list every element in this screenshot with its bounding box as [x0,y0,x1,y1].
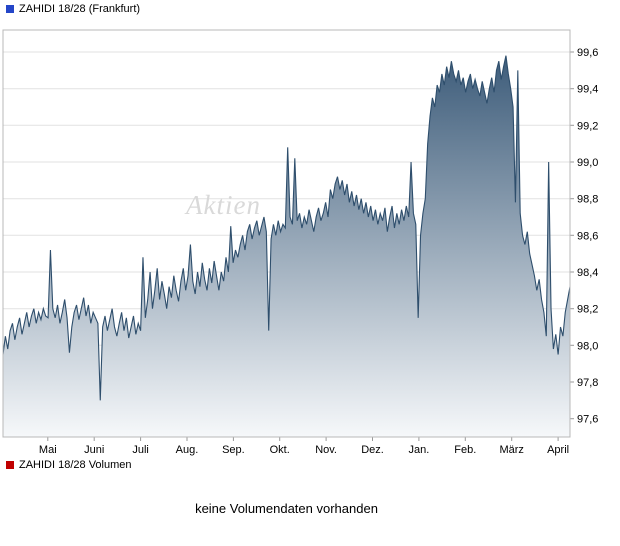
x-tick-label: Okt. [270,444,290,456]
chart-title-row: ZAHIDI 18/28 (Frankfurt) [6,3,140,15]
x-tick-label: Mai [39,444,57,456]
x-tick-label: Aug. [176,444,199,456]
x-tick-label: April [547,444,569,456]
price-chart: 99,6 99,4 99,2 99,0 98,8 98,6 98,4 98,2 98,0 97,8… [2,29,598,456]
y-tick-label: 98,0 [577,340,598,352]
y-tick-label: 98,4 [577,267,598,279]
y-tick-label: 98,6 [577,230,598,242]
volume-marker-icon [6,461,14,469]
price-line [2,55,571,401]
y-tick-label: 98,2 [577,304,598,316]
x-tick-label: Feb. [454,444,476,456]
series-marker-icon [6,5,14,13]
y-tick-label: 99,0 [577,157,598,169]
volume-message: keine Volumendaten vorhanden [195,500,378,516]
x-tick-label: Sep. [222,444,245,456]
y-tick-label: 99,2 [577,120,598,132]
x-tick-label: Juni [84,444,104,456]
volume-panel: keine Volumendaten vorhanden [3,473,570,543]
y-tick-label: 98,8 [577,194,598,206]
price-area [3,55,570,438]
y-tick-label: 99,4 [577,84,598,96]
volume-title: ZAHIDI 18/28 Volumen [19,459,132,471]
y-tick-label: 97,8 [577,377,598,389]
y-tick-label: 99,6 [577,47,598,59]
y-tick-label: 97,6 [577,414,598,426]
chart-title: ZAHIDI 18/28 (Frankfurt) [19,3,141,15]
x-tick-label: Dez. [361,444,384,456]
x-tick-label: Nov. [315,444,337,456]
x-tick-label: März [499,444,523,456]
x-tick-label: Juli [132,444,149,456]
x-tick-label: Jan. [409,444,430,456]
plot-border [2,29,571,438]
volume-title-row: ZAHIDI 18/28 Volumen [6,459,132,471]
